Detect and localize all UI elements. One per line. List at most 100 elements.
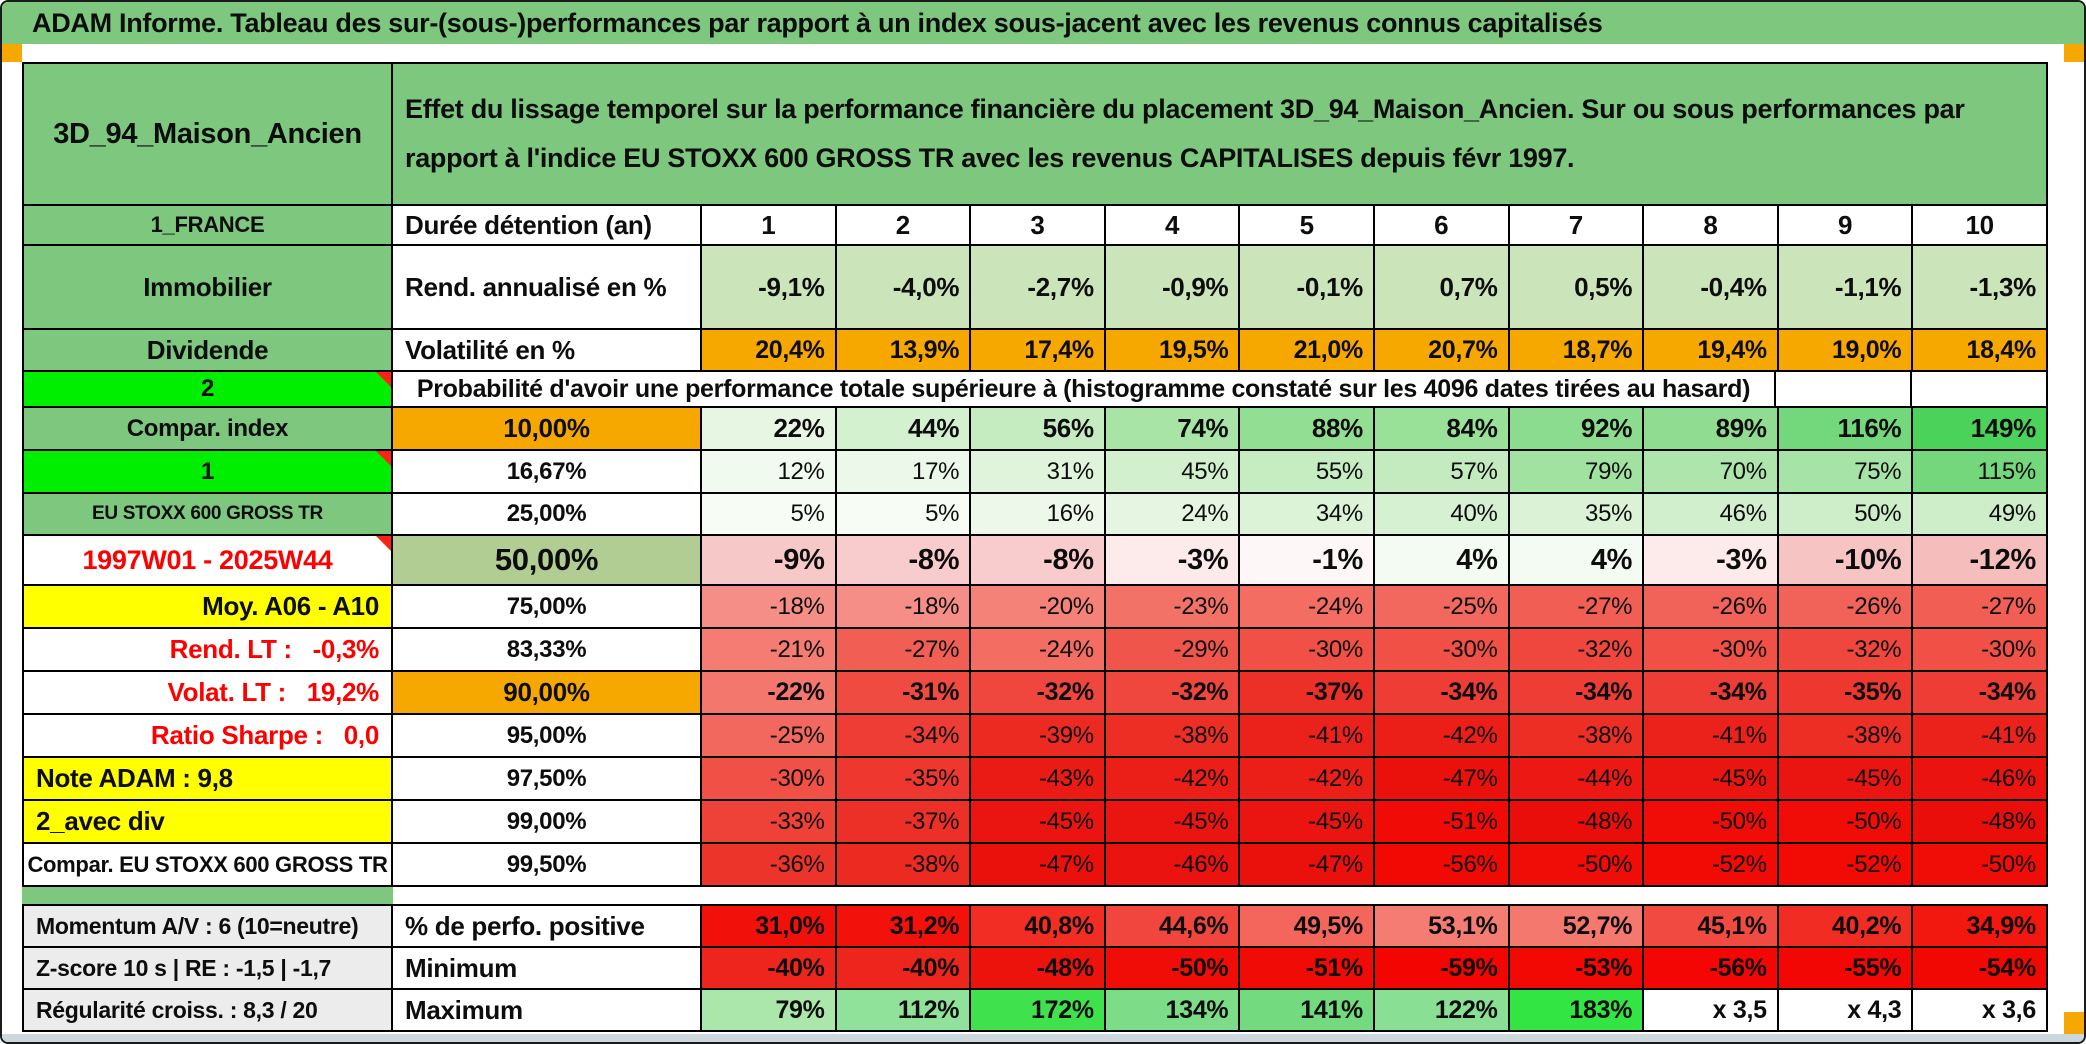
value-cell[interactable]: -30% bbox=[1913, 629, 2048, 672]
value-cell[interactable]: -45% bbox=[971, 801, 1106, 844]
value-cell[interactable]: -38% bbox=[1778, 715, 1914, 758]
value-cell[interactable]: -26% bbox=[1778, 586, 1914, 629]
percentile-cell[interactable]: 99,00% bbox=[393, 801, 702, 844]
value-cell[interactable]: -34% bbox=[1913, 672, 2048, 715]
row-label-cell[interactable]: Compar. EU STOXX 600 GROSS TR bbox=[22, 844, 393, 887]
value-cell[interactable]: 92% bbox=[1509, 408, 1645, 451]
value-cell[interactable]: 122% bbox=[1374, 990, 1510, 1032]
value-cell[interactable]: -53% bbox=[1509, 948, 1645, 990]
value-cell[interactable]: -12% bbox=[1913, 536, 2048, 586]
value-cell[interactable]: -45% bbox=[1105, 801, 1241, 844]
value-cell[interactable]: 50% bbox=[1778, 494, 1914, 536]
percentile-cell[interactable]: 25,00% bbox=[393, 494, 702, 536]
percentile-cell[interactable]: Maximum bbox=[393, 990, 702, 1032]
probability-caption-cell[interactable]: Probabilité d'avoir une performance tota… bbox=[393, 372, 1776, 408]
row-label-cell[interactable]: 2 bbox=[22, 372, 393, 408]
value-cell[interactable]: -48% bbox=[1913, 801, 2048, 844]
percentile-cell[interactable]: 16,67% bbox=[393, 451, 702, 494]
percentile-cell[interactable]: 95,00% bbox=[393, 715, 702, 758]
value-cell[interactable]: -47% bbox=[971, 844, 1106, 887]
value-cell[interactable]: -54% bbox=[1913, 948, 2048, 990]
value-cell[interactable]: -18% bbox=[702, 586, 837, 629]
value-cell[interactable]: -3% bbox=[1644, 536, 1779, 586]
value-cell[interactable]: 45% bbox=[1105, 451, 1241, 494]
value-cell[interactable]: 13,9% bbox=[836, 330, 972, 372]
percentile-cell[interactable]: 50,00% bbox=[393, 536, 702, 586]
value-cell[interactable]: -8% bbox=[836, 536, 972, 586]
value-cell[interactable]: -51% bbox=[1374, 801, 1510, 844]
value-cell[interactable]: 34,9% bbox=[1913, 904, 2048, 948]
value-cell[interactable]: -50% bbox=[1778, 801, 1914, 844]
value-cell[interactable]: x 3,5 bbox=[1644, 990, 1779, 1032]
value-cell[interactable]: 183% bbox=[1509, 990, 1645, 1032]
value-cell[interactable]: 16% bbox=[971, 494, 1106, 536]
value-cell[interactable]: 70% bbox=[1644, 451, 1779, 494]
value-cell[interactable]: -29% bbox=[1105, 629, 1241, 672]
row-label-cell[interactable]: Rend. LT : -0,3% bbox=[22, 629, 393, 672]
value-cell[interactable]: -1% bbox=[1240, 536, 1375, 586]
value-cell[interactable]: -32% bbox=[971, 672, 1106, 715]
value-cell[interactable]: -47% bbox=[1374, 758, 1510, 801]
value-cell[interactable]: 49,5% bbox=[1240, 904, 1375, 948]
value-cell[interactable]: 4% bbox=[1374, 536, 1510, 586]
value-cell[interactable]: 40,2% bbox=[1778, 904, 1914, 948]
duration-year-cell[interactable]: 6 bbox=[1374, 206, 1510, 246]
value-cell[interactable]: 5% bbox=[702, 494, 837, 536]
row-label-cell[interactable]: Note ADAM : 9,8 bbox=[22, 758, 393, 801]
value-cell[interactable]: -48% bbox=[1509, 801, 1645, 844]
value-cell[interactable]: -56% bbox=[1644, 948, 1779, 990]
value-cell[interactable]: 31,0% bbox=[702, 904, 837, 948]
percentile-cell[interactable]: Volatilité en % bbox=[393, 330, 702, 372]
value-cell[interactable]: 149% bbox=[1913, 408, 2048, 451]
row-label-cell[interactable]: Volat. LT : 19,2% bbox=[22, 672, 393, 715]
value-cell[interactable]: -30% bbox=[1644, 629, 1779, 672]
value-cell[interactable]: 172% bbox=[971, 990, 1106, 1032]
value-cell[interactable]: 44,6% bbox=[1105, 904, 1241, 948]
value-cell[interactable]: -50% bbox=[1913, 844, 2048, 887]
value-cell[interactable]: 0,5% bbox=[1509, 246, 1645, 330]
value-cell[interactable]: 56% bbox=[971, 408, 1106, 451]
value-cell[interactable]: -35% bbox=[1778, 672, 1914, 715]
percentile-cell[interactable]: 90,00% bbox=[393, 672, 702, 715]
value-cell[interactable]: -38% bbox=[1509, 715, 1645, 758]
value-cell[interactable]: 17,4% bbox=[971, 330, 1106, 372]
value-cell[interactable]: 141% bbox=[1240, 990, 1375, 1032]
value-cell[interactable]: 55% bbox=[1240, 451, 1375, 494]
value-cell[interactable]: -35% bbox=[836, 758, 972, 801]
value-cell[interactable]: -1,3% bbox=[1913, 246, 2048, 330]
row-label-cell[interactable]: 1 bbox=[22, 451, 393, 494]
row-label-cell[interactable]: 1997W01 - 2025W44 bbox=[22, 536, 393, 586]
value-cell[interactable]: 34% bbox=[1240, 494, 1375, 536]
value-cell[interactable]: 44% bbox=[836, 408, 972, 451]
value-cell[interactable]: -44% bbox=[1509, 758, 1645, 801]
value-cell[interactable]: -42% bbox=[1374, 715, 1510, 758]
duration-year-cell[interactable]: 4 bbox=[1105, 206, 1241, 246]
value-cell[interactable]: -34% bbox=[1509, 672, 1645, 715]
value-cell[interactable]: -0,9% bbox=[1105, 246, 1241, 330]
value-cell[interactable]: 12% bbox=[702, 451, 837, 494]
value-cell[interactable]: -10% bbox=[1778, 536, 1914, 586]
value-cell[interactable]: -33% bbox=[702, 801, 837, 844]
value-cell[interactable]: x 4,3 bbox=[1778, 990, 1914, 1032]
value-cell[interactable]: -4,0% bbox=[836, 246, 972, 330]
value-cell[interactable]: 79% bbox=[1509, 451, 1645, 494]
row-label-cell[interactable]: Dividende bbox=[22, 330, 393, 372]
value-cell[interactable]: 4% bbox=[1509, 536, 1645, 586]
percentile-cell[interactable]: 97,50% bbox=[393, 758, 702, 801]
value-cell[interactable]: -51% bbox=[1240, 948, 1375, 990]
value-cell[interactable]: -41% bbox=[1644, 715, 1779, 758]
value-cell[interactable]: -0,1% bbox=[1240, 246, 1375, 330]
value-cell[interactable]: -0,4% bbox=[1644, 246, 1779, 330]
value-cell[interactable]: -45% bbox=[1778, 758, 1914, 801]
value-cell[interactable]: -43% bbox=[971, 758, 1106, 801]
value-cell[interactable]: -42% bbox=[1240, 758, 1375, 801]
value-cell[interactable]: 31% bbox=[971, 451, 1106, 494]
value-cell[interactable]: -56% bbox=[1374, 844, 1510, 887]
value-cell[interactable]: 89% bbox=[1644, 408, 1779, 451]
empty-cell[interactable] bbox=[1776, 372, 1912, 408]
value-cell[interactable]: -24% bbox=[971, 629, 1106, 672]
value-cell[interactable]: -9% bbox=[702, 536, 837, 586]
value-cell[interactable]: -48% bbox=[971, 948, 1106, 990]
duration-year-cell[interactable]: 1 bbox=[702, 206, 837, 246]
duration-year-cell[interactable]: 2 bbox=[836, 206, 972, 246]
